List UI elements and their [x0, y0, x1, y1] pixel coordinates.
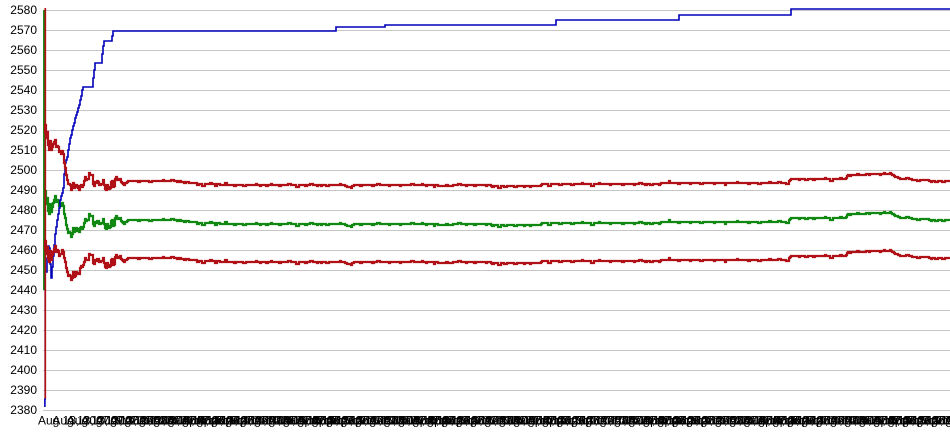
- svg-text:2540: 2540: [10, 83, 37, 97]
- svg-text:Aug 14, 2007, 11:15am: Aug 14, 2007, 11:15am: [182, 414, 306, 428]
- svg-text:Aug 14, 2007, 12:05pm: Aug 14, 2007, 12:05pm: [196, 414, 321, 428]
- svg-text:Aug 13, 2007, 2:35pm: Aug 13, 2007, 2:35pm: [124, 414, 242, 428]
- svg-text:Aug 15, 2007, 12:55pm: Aug 15, 2007, 12:55pm: [326, 414, 451, 428]
- svg-text:2500: 2500: [10, 163, 37, 177]
- svg-text:Aug 15, 2007, 11:15am: Aug 15, 2007, 11:15am: [873, 414, 950, 428]
- svg-text:2560: 2560: [10, 43, 37, 57]
- svg-text:Aug 14, 2007, 2:35pm: Aug 14, 2007, 2:35pm: [240, 414, 358, 428]
- svg-text:Aug 15, 2007, 3:25pm: Aug 15, 2007, 3:25pm: [945, 414, 950, 428]
- svg-text:2490: 2490: [10, 183, 37, 197]
- svg-text:Aug 13, 2007, 1:45pm: Aug 13, 2007, 1:45pm: [686, 414, 804, 428]
- svg-text:2390: 2390: [10, 383, 37, 397]
- svg-text:Aug 17, 2007, 1:45pm: Aug 17, 2007, 1:45pm: [571, 414, 689, 428]
- svg-text:Aug 16, 2007, 9:35am: Aug 16, 2007, 9:35am: [384, 414, 502, 428]
- svg-text:Aug 15, 2007, 12:55pm: Aug 15, 2007, 12:55pm: [902, 414, 950, 428]
- svg-text:Aug 15, 2007, 10:25am: Aug 15, 2007, 10:25am: [283, 414, 408, 428]
- svg-text:Aug 17, 2007, 10:25am: Aug 17, 2007, 10:25am: [513, 414, 638, 428]
- svg-text:Aug 17, 2007, 12:05pm: Aug 17, 2007, 12:05pm: [542, 414, 667, 428]
- svg-text:Aug 13, 2007, 9:35am: Aug 13, 2007, 9:35am: [38, 414, 156, 428]
- svg-text:Aug 15, 2007, 12:05pm: Aug 15, 2007, 12:05pm: [888, 414, 950, 428]
- svg-text:2530: 2530: [10, 103, 37, 117]
- svg-text:Aug 13, 2007, 10:25am: Aug 13, 2007, 10:25am: [628, 414, 753, 428]
- svg-text:Aug 14, 2007, 9:35am: Aug 14, 2007, 9:35am: [729, 414, 847, 428]
- svg-text:Aug 14, 2007, 2:35pm: Aug 14, 2007, 2:35pm: [816, 414, 934, 428]
- svg-text:Aug 13, 2007, 11:15am: Aug 13, 2007, 11:15am: [67, 414, 191, 428]
- svg-text:Aug 15, 2007, 3:25pm: Aug 15, 2007, 3:25pm: [369, 414, 487, 428]
- svg-text:Aug 13, 2007, 12:05pm: Aug 13, 2007, 12:05pm: [81, 414, 206, 428]
- svg-text:Aug 15, 2007, 12:05pm: Aug 15, 2007, 12:05pm: [312, 414, 437, 428]
- svg-text:Aug 17, 2007, 2:35pm: Aug 17, 2007, 2:35pm: [585, 414, 703, 428]
- svg-text:Aug 13, 2007, 10:25am: Aug 13, 2007, 10:25am: [52, 414, 177, 428]
- svg-text:Aug 13, 2007, 3:25pm: Aug 13, 2007, 3:25pm: [715, 414, 833, 428]
- svg-text:Aug 13, 2007, 9:35am: Aug 13, 2007, 9:35am: [614, 414, 732, 428]
- svg-text:Aug 14, 2007, 3:25pm: Aug 14, 2007, 3:25pm: [254, 414, 372, 428]
- svg-text:Aug 16, 2007, 1:45pm: Aug 16, 2007, 1:45pm: [456, 414, 574, 428]
- svg-text:2430: 2430: [10, 303, 37, 317]
- svg-text:Aug 13, 2007, 12:55pm: Aug 13, 2007, 12:55pm: [672, 414, 797, 428]
- svg-text:2510: 2510: [10, 143, 37, 157]
- svg-text:Aug 14, 2007, 9:35am: Aug 14, 2007, 9:35am: [153, 414, 271, 428]
- svg-text:2460: 2460: [10, 243, 37, 257]
- svg-text:Aug 14, 2007, 12:55pm: Aug 14, 2007, 12:55pm: [211, 414, 336, 428]
- svg-text:Aug 17, 2007, 3:25pm: Aug 17, 2007, 3:25pm: [600, 414, 718, 428]
- svg-text:Aug 15, 2007, 2:35pm: Aug 15, 2007, 2:35pm: [931, 414, 950, 428]
- svg-text:Aug 14, 2007, 11:15am: Aug 14, 2007, 11:15am: [758, 414, 882, 428]
- svg-text:Aug 15, 2007, 1:45pm: Aug 15, 2007, 1:45pm: [340, 414, 458, 428]
- svg-text:Aug 17, 2007, 11:15am: Aug 17, 2007, 11:15am: [528, 414, 652, 428]
- svg-text:Aug 14, 2007, 12:05pm: Aug 14, 2007, 12:05pm: [772, 414, 897, 428]
- svg-text:2570: 2570: [10, 23, 37, 37]
- svg-text:Aug 14, 2007, 10:25am: Aug 14, 2007, 10:25am: [168, 414, 293, 428]
- svg-text:2480: 2480: [10, 203, 37, 217]
- svg-text:Aug 14, 2007, 1:45pm: Aug 14, 2007, 1:45pm: [225, 414, 343, 428]
- svg-text:Aug 14, 2007, 1:45pm: Aug 14, 2007, 1:45pm: [801, 414, 919, 428]
- svg-text:2410: 2410: [10, 343, 37, 357]
- svg-text:Aug 13, 2007, 12:05pm: Aug 13, 2007, 12:05pm: [657, 414, 782, 428]
- svg-text:Aug 15, 2007, 11:15am: Aug 15, 2007, 11:15am: [297, 414, 421, 428]
- svg-text:Aug 15, 2007, 10:25am: Aug 15, 2007, 10:25am: [859, 414, 950, 428]
- svg-text:Aug 13, 2007, 1:45pm: Aug 13, 2007, 1:45pm: [110, 414, 228, 428]
- svg-text:Aug 16, 2007, 12:05pm: Aug 16, 2007, 12:05pm: [427, 414, 552, 428]
- svg-text:2580: 2580: [10, 3, 37, 17]
- svg-text:Aug 14, 2007, 10:25am: Aug 14, 2007, 10:25am: [744, 414, 869, 428]
- svg-text:Aug 15, 2007, 2:35pm: Aug 15, 2007, 2:35pm: [355, 414, 473, 428]
- svg-text:Aug 15, 2007, 1:45pm: Aug 15, 2007, 1:45pm: [916, 414, 950, 428]
- svg-text:Aug 16, 2007, 11:15am: Aug 16, 2007, 11:15am: [412, 414, 536, 428]
- svg-text:Aug 15, 2007, 9:35am: Aug 15, 2007, 9:35am: [268, 414, 386, 428]
- svg-text:Aug 16, 2007, 10:25am: Aug 16, 2007, 10:25am: [398, 414, 523, 428]
- svg-text:2470: 2470: [10, 223, 37, 237]
- svg-text:Aug 17, 2007, 12:55pm: Aug 17, 2007, 12:55pm: [556, 414, 681, 428]
- svg-text:Aug 13, 2007, 3:25pm: Aug 13, 2007, 3:25pm: [139, 414, 257, 428]
- svg-text:Aug 13, 2007, 11:15am: Aug 13, 2007, 11:15am: [643, 414, 767, 428]
- svg-text:Aug 16, 2007, 12:55pm: Aug 16, 2007, 12:55pm: [441, 414, 566, 428]
- svg-text:2550: 2550: [10, 63, 37, 77]
- svg-text:2400: 2400: [10, 363, 37, 377]
- svg-text:2420: 2420: [10, 323, 37, 337]
- svg-text:Aug 16, 2007, 2:35pm: Aug 16, 2007, 2:35pm: [470, 414, 588, 428]
- svg-text:Aug 14, 2007, 3:25pm: Aug 14, 2007, 3:25pm: [830, 414, 948, 428]
- svg-text:Aug 13, 2007, 2:35pm: Aug 13, 2007, 2:35pm: [700, 414, 818, 428]
- svg-text:Aug 16, 2007, 3:25pm: Aug 16, 2007, 3:25pm: [484, 414, 602, 428]
- svg-text:2380: 2380: [10, 403, 37, 417]
- svg-text:2450: 2450: [10, 263, 37, 277]
- svg-text:2520: 2520: [10, 123, 37, 137]
- svg-text:Aug 14, 2007, 12:55pm: Aug 14, 2007, 12:55pm: [787, 414, 912, 428]
- svg-text:Aug 15, 2007, 9:35am: Aug 15, 2007, 9:35am: [844, 414, 950, 428]
- svg-text:Aug 17, 2007, 9:35am: Aug 17, 2007, 9:35am: [499, 414, 617, 428]
- svg-text:2440: 2440: [10, 283, 37, 297]
- svg-text:Aug 13, 2007, 12:55pm: Aug 13, 2007, 12:55pm: [96, 414, 221, 428]
